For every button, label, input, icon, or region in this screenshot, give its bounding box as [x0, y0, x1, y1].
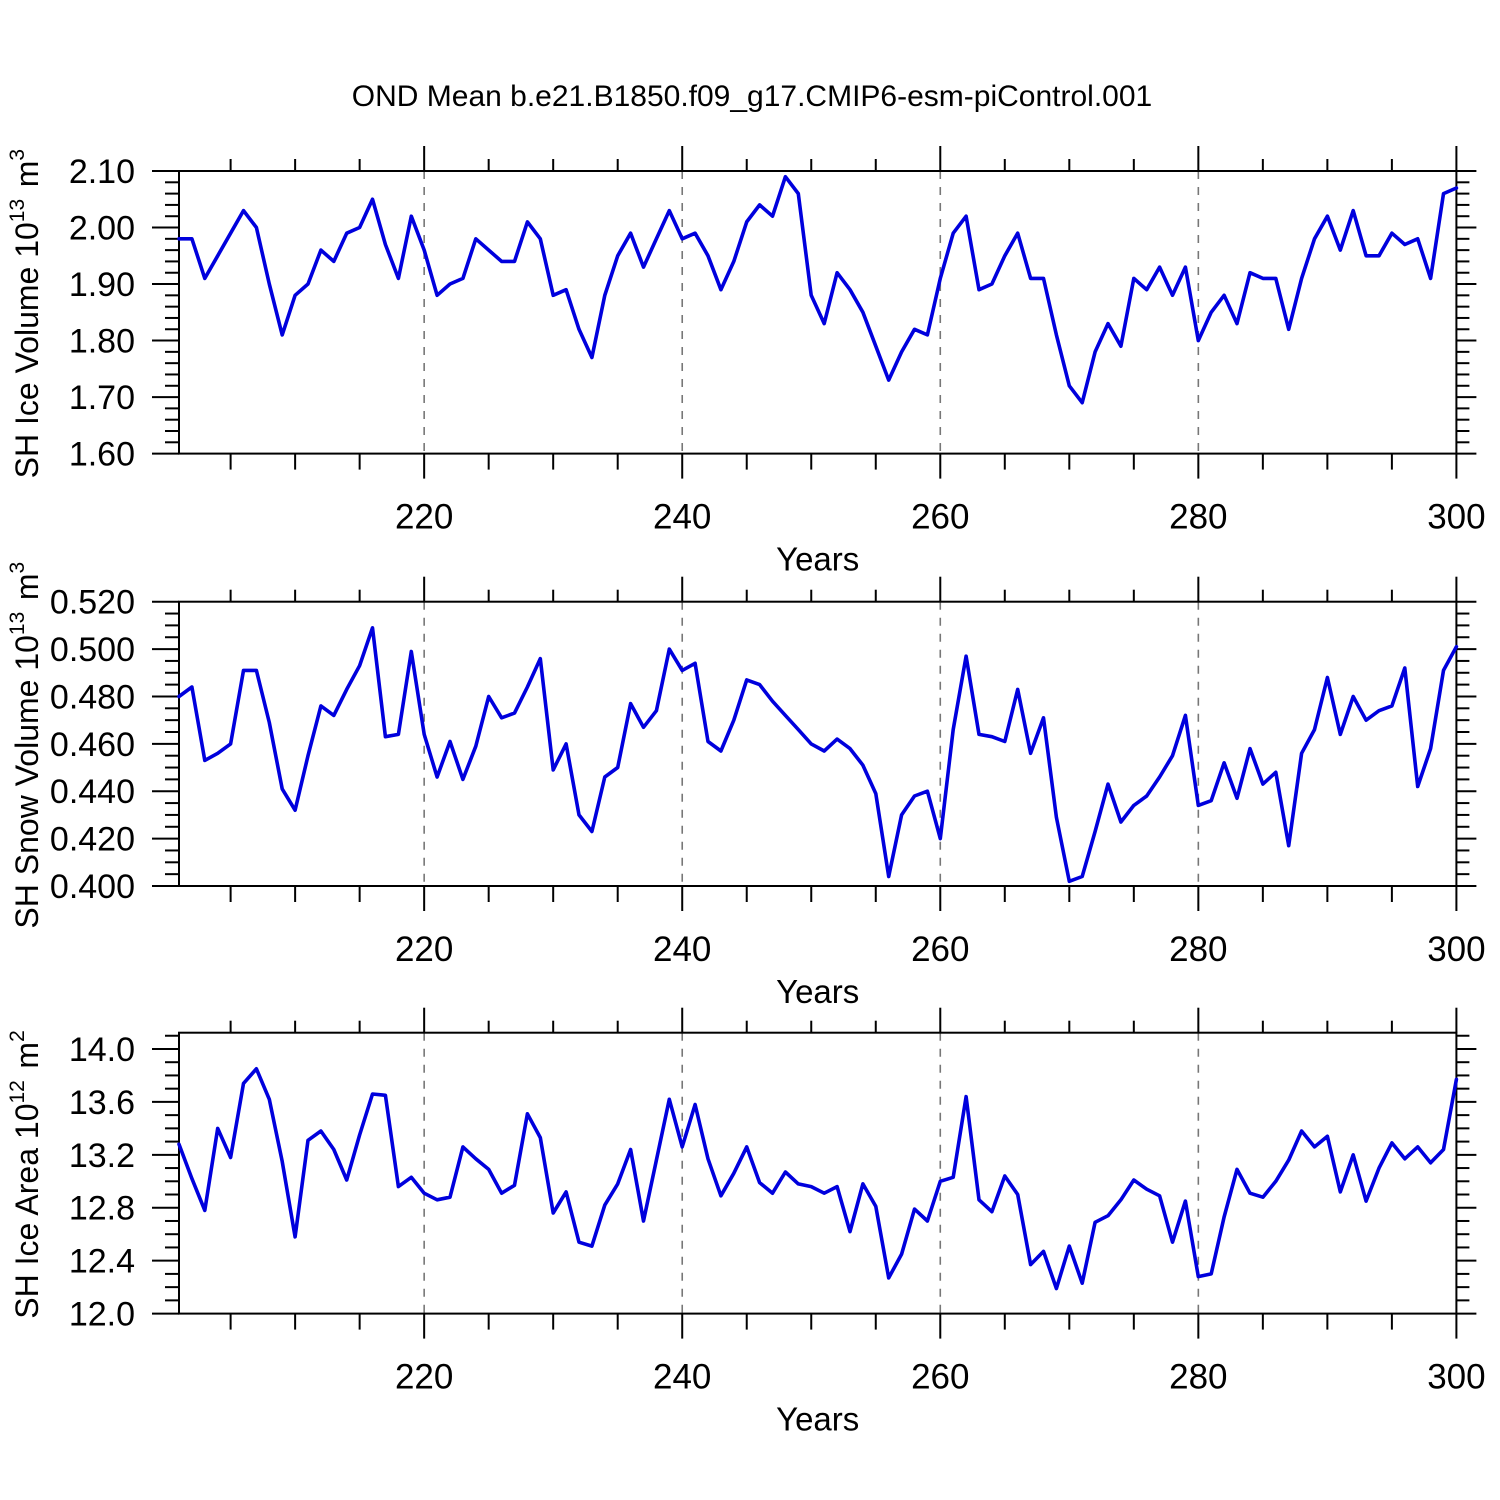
series-line-snow-volume — [177, 625, 1459, 884]
y-axis-title: SH Snow Volume 1013 m3 — [6, 559, 45, 928]
figure-title: OND Mean b.e21.B1850.f09_g17.CMIP6-esm-p… — [351, 80, 1153, 113]
y-tick-label: 0.480 — [50, 678, 135, 716]
x-tick-label: 300 — [1427, 1358, 1485, 1397]
y-tick-label: 2.00 — [69, 210, 135, 248]
chart-ice-area: 14.0 13.6 13.2 12.8 12.4 12.0 220 240 260 280 300 Y… — [6, 1007, 1486, 1438]
x-tick-label: 260 — [911, 498, 969, 537]
y-tick-label: 2.10 — [69, 153, 135, 191]
x-tick-label: 220 — [395, 1358, 453, 1397]
series-line-ice-area — [177, 1067, 1459, 1291]
y-tick-label: 1.80 — [69, 323, 135, 361]
x-axis-title: Years — [776, 541, 859, 578]
y-tick-label: 13.6 — [69, 1084, 135, 1122]
x-tick-label: 220 — [395, 498, 453, 537]
y-tick-label: 0.520 — [50, 584, 135, 622]
x-tick-label: 260 — [911, 930, 969, 969]
y-axis-title: SH Ice Volume 1013 m3 — [6, 146, 45, 478]
x-tick-label: 260 — [911, 1358, 969, 1397]
y-tick-label: 0.440 — [50, 773, 135, 811]
y-tick-label: 0.400 — [50, 868, 135, 906]
x-tick-label: 300 — [1427, 930, 1485, 969]
x-tick-label: 280 — [1169, 930, 1227, 969]
y-tick-label: 13.2 — [69, 1137, 135, 1175]
x-tick-label: 240 — [653, 1358, 711, 1397]
x-tick-label: 220 — [395, 930, 453, 969]
x-tick-label: 280 — [1169, 1358, 1227, 1397]
plot-frame — [178, 600, 1458, 887]
x-axis-title: Years — [776, 973, 859, 1010]
y-tick-label: 0.500 — [50, 631, 135, 669]
x-tick-label: 280 — [1169, 498, 1227, 537]
x-tick-label: 240 — [653, 498, 711, 537]
chart-snow-volume: 0.520 0.500 0.480 0.460 0.440 0.420 0.400 220 24… — [6, 559, 1486, 1010]
plot-frame — [178, 1031, 1458, 1315]
y-tick-label: 12.8 — [69, 1190, 135, 1228]
y-tick-label: 12.4 — [69, 1243, 135, 1281]
x-tick-label: 300 — [1427, 498, 1485, 537]
y-tick-label: 14.0 — [69, 1031, 135, 1069]
y-tick-label: 0.420 — [50, 821, 135, 859]
y-axis-title: SH Ice Area 1012 m2 — [6, 1028, 45, 1319]
y-tick-label: 1.60 — [69, 436, 135, 474]
y-tick-label: 1.90 — [69, 266, 135, 304]
y-tick-label: 12.0 — [69, 1296, 135, 1334]
plot-frame — [178, 170, 1458, 455]
series-line-ice-volume — [177, 174, 1459, 405]
x-tick-label: 240 — [653, 930, 711, 969]
y-tick-label: 1.70 — [69, 379, 135, 417]
x-axis-title: Years — [776, 1401, 859, 1438]
y-tick-label: 0.460 — [50, 726, 135, 764]
chart-ice-volume: 2.10 2.00 1.90 1.80 1.70 1.60 220 240 260 280 300 Y… — [6, 146, 1486, 578]
